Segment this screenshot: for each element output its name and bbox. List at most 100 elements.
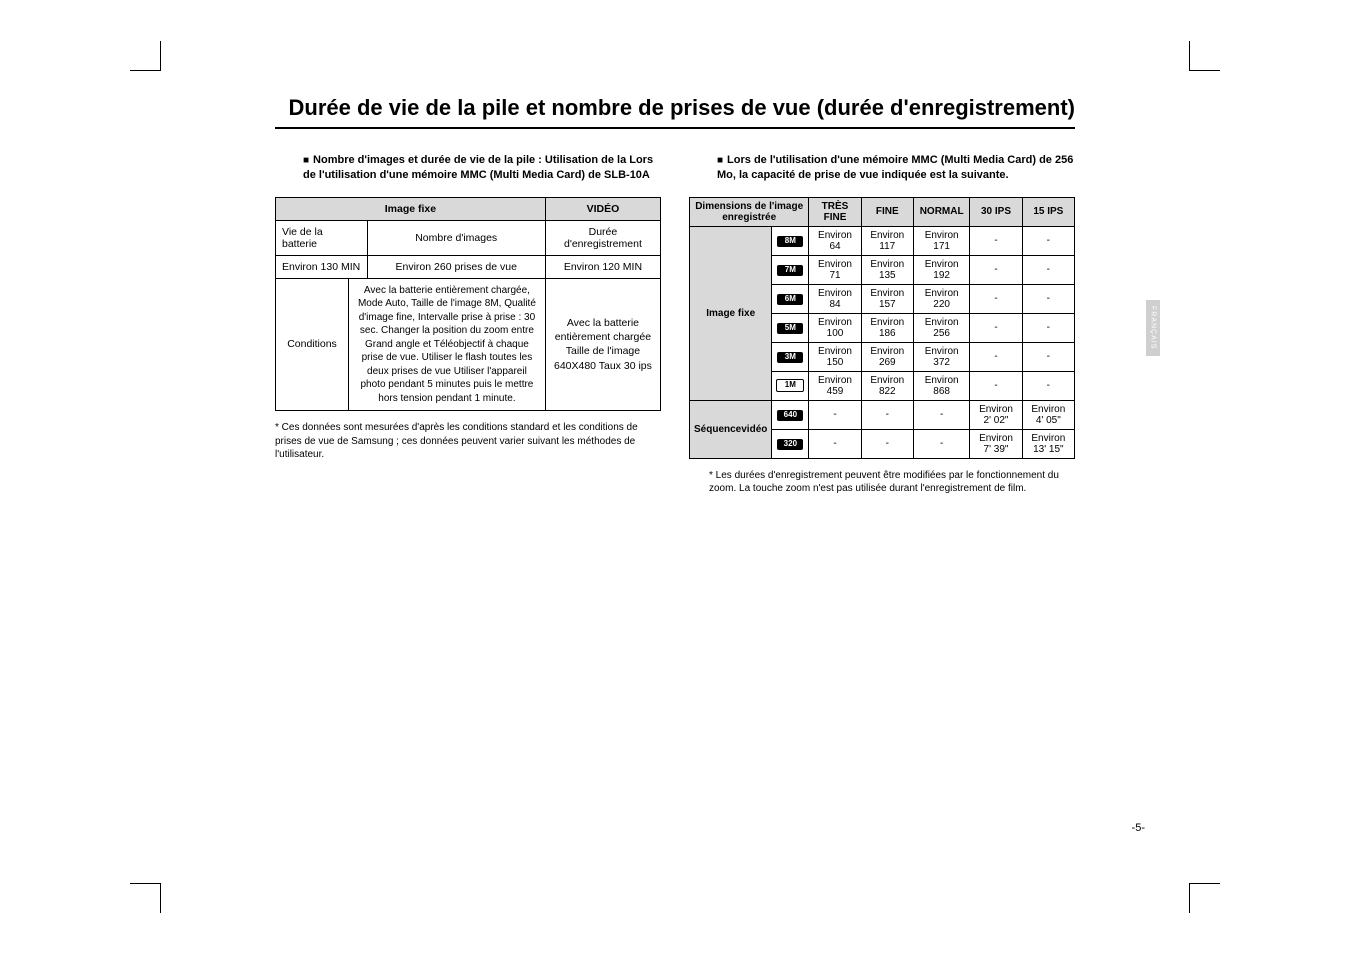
page-title: Durée de vie de la pile et nombre de pri…	[275, 95, 1075, 121]
cell-fine: Environ 157	[861, 284, 913, 313]
cell-normal: Environ 372	[913, 342, 969, 371]
cell-ips15: -	[1022, 226, 1074, 255]
cell-ips30: -	[970, 371, 1022, 400]
cell-normal: Environ 868	[913, 371, 969, 400]
size-badge: 3M	[777, 352, 803, 363]
size-badge: 320	[777, 439, 803, 450]
right-lead-text: Lors de l'utilisation d'une mémoire MMC …	[717, 154, 1073, 181]
th-normal: NORMAL	[913, 197, 969, 226]
cell-ips30: -	[970, 313, 1022, 342]
cell-tf: Environ 71	[809, 255, 861, 284]
cell-tf: -	[809, 429, 861, 458]
table-row: Séquencevidéo 640 - - - Environ 2' 02" E…	[690, 400, 1075, 429]
crop-mark	[160, 883, 161, 913]
cell-badge: 640	[772, 400, 809, 429]
cell-fine: Environ 822	[861, 371, 913, 400]
cell-normal: Environ 220	[913, 284, 969, 313]
cell-env260: Environ 260 prises de vue	[367, 255, 545, 278]
cell-tf: Environ 459	[809, 371, 861, 400]
crop-mark	[1189, 41, 1190, 71]
right-lead: ■Lors de l'utilisation d'une mémoire MMC…	[717, 153, 1075, 183]
crop-mark	[160, 41, 161, 71]
th-ips30: 30 IPS	[970, 197, 1022, 226]
cell-badge: 8M	[772, 226, 809, 255]
cell-ips30: -	[970, 226, 1022, 255]
cell-duree-enreg: Durée d'enregistrement	[545, 220, 660, 255]
th-video: VIDÉO	[545, 197, 660, 220]
cell-normal: -	[913, 429, 969, 458]
th-image-fixe: Image fixe	[276, 197, 546, 220]
left-lead: ■Nombre d'images et durée de vie de la p…	[303, 153, 661, 183]
capacity-table: Dimensions de l'image enregistrée TRÈS F…	[689, 197, 1075, 459]
page-number: -5-	[1132, 822, 1145, 834]
cell-fine: -	[861, 400, 913, 429]
cell-env120: Environ 120 MIN	[545, 255, 660, 278]
crop-mark	[1190, 70, 1220, 71]
size-badge: 640	[777, 410, 803, 421]
crop-mark	[130, 883, 160, 884]
crop-mark	[130, 70, 160, 71]
cell-ips15: Environ 13' 15"	[1022, 429, 1074, 458]
title-rule	[275, 127, 1075, 129]
cell-tf: -	[809, 400, 861, 429]
cell-fine: -	[861, 429, 913, 458]
cell-badge: 3M	[772, 342, 809, 371]
battery-table: Image fixe VIDÉO Vie de la batterie Nomb…	[275, 197, 661, 412]
th-ips15: 15 IPS	[1022, 197, 1074, 226]
cell-tf: Environ 100	[809, 313, 861, 342]
cell-badge: 7M	[772, 255, 809, 284]
cell-badge: 1M	[772, 371, 809, 400]
left-footnote: * Ces données sont mesurées d'après les …	[275, 421, 661, 462]
cell-fine: Environ 117	[861, 226, 913, 255]
cell-normal: Environ 256	[913, 313, 969, 342]
cell-badge: 6M	[772, 284, 809, 313]
cell-ips30: -	[970, 284, 1022, 313]
rowhdr-image-fixe: Image fixe	[690, 226, 772, 400]
cell-ips15: -	[1022, 284, 1074, 313]
cell-ips30: Environ 7' 39"	[970, 429, 1022, 458]
cell-env130: Environ 130 MIN	[276, 255, 368, 278]
size-badge: 6M	[777, 294, 803, 305]
th-dim: Dimensions de l'image enregistrée	[690, 197, 809, 226]
bullet-icon: ■	[717, 155, 723, 166]
cell-ips15: -	[1022, 342, 1074, 371]
cell-nb-images: Nombre d'images	[367, 220, 545, 255]
cell-badge: 5M	[772, 313, 809, 342]
bullet-icon: ■	[303, 155, 309, 166]
cell-normal: Environ 171	[913, 226, 969, 255]
cell-badge: 320	[772, 429, 809, 458]
table-row: Image fixe 8M Environ 64 Environ 117 Env…	[690, 226, 1075, 255]
size-badge: 5M	[777, 323, 803, 334]
cell-ips30: -	[970, 342, 1022, 371]
size-badge: 1M	[776, 379, 804, 392]
right-footnote: * Les durées d'enregistrement peuvent êt…	[709, 469, 1075, 496]
cell-ips15: Environ 4' 05"	[1022, 400, 1074, 429]
cell-normal: -	[913, 400, 969, 429]
cell-fine: Environ 186	[861, 313, 913, 342]
cell-conditions-left: Avec la batterie entièrement chargée, Mo…	[349, 278, 546, 411]
crop-mark	[1190, 883, 1220, 884]
cell-vie: Vie de la batterie	[276, 220, 368, 255]
cell-conditions-right: Avec la batterie entièrement chargée Tai…	[545, 278, 660, 411]
cell-ips15: -	[1022, 371, 1074, 400]
cell-tf: Environ 84	[809, 284, 861, 313]
language-tab: FRANÇAIS	[1146, 300, 1160, 356]
cell-tf: Environ 64	[809, 226, 861, 255]
cell-ips30: -	[970, 255, 1022, 284]
cell-fine: Environ 269	[861, 342, 913, 371]
cell-tf: Environ 150	[809, 342, 861, 371]
cell-ips15: -	[1022, 255, 1074, 284]
cell-fine: Environ 135	[861, 255, 913, 284]
left-lead-text: Nombre d'images et durée de vie de la pi…	[303, 154, 653, 181]
th-tf: TRÈS FINE	[809, 197, 861, 226]
cell-ips15: -	[1022, 313, 1074, 342]
cell-conditions-label: Conditions	[276, 278, 349, 411]
size-badge: 7M	[777, 265, 803, 276]
rowhdr-seq: Séquencevidéo	[690, 400, 772, 458]
left-column: ■Nombre d'images et durée de vie de la p…	[275, 153, 661, 496]
cell-ips30: Environ 2' 02"	[970, 400, 1022, 429]
right-column: ■Lors de l'utilisation d'une mémoire MMC…	[689, 153, 1075, 496]
th-fine: FINE	[861, 197, 913, 226]
size-badge: 8M	[777, 236, 803, 247]
cell-normal: Environ 192	[913, 255, 969, 284]
